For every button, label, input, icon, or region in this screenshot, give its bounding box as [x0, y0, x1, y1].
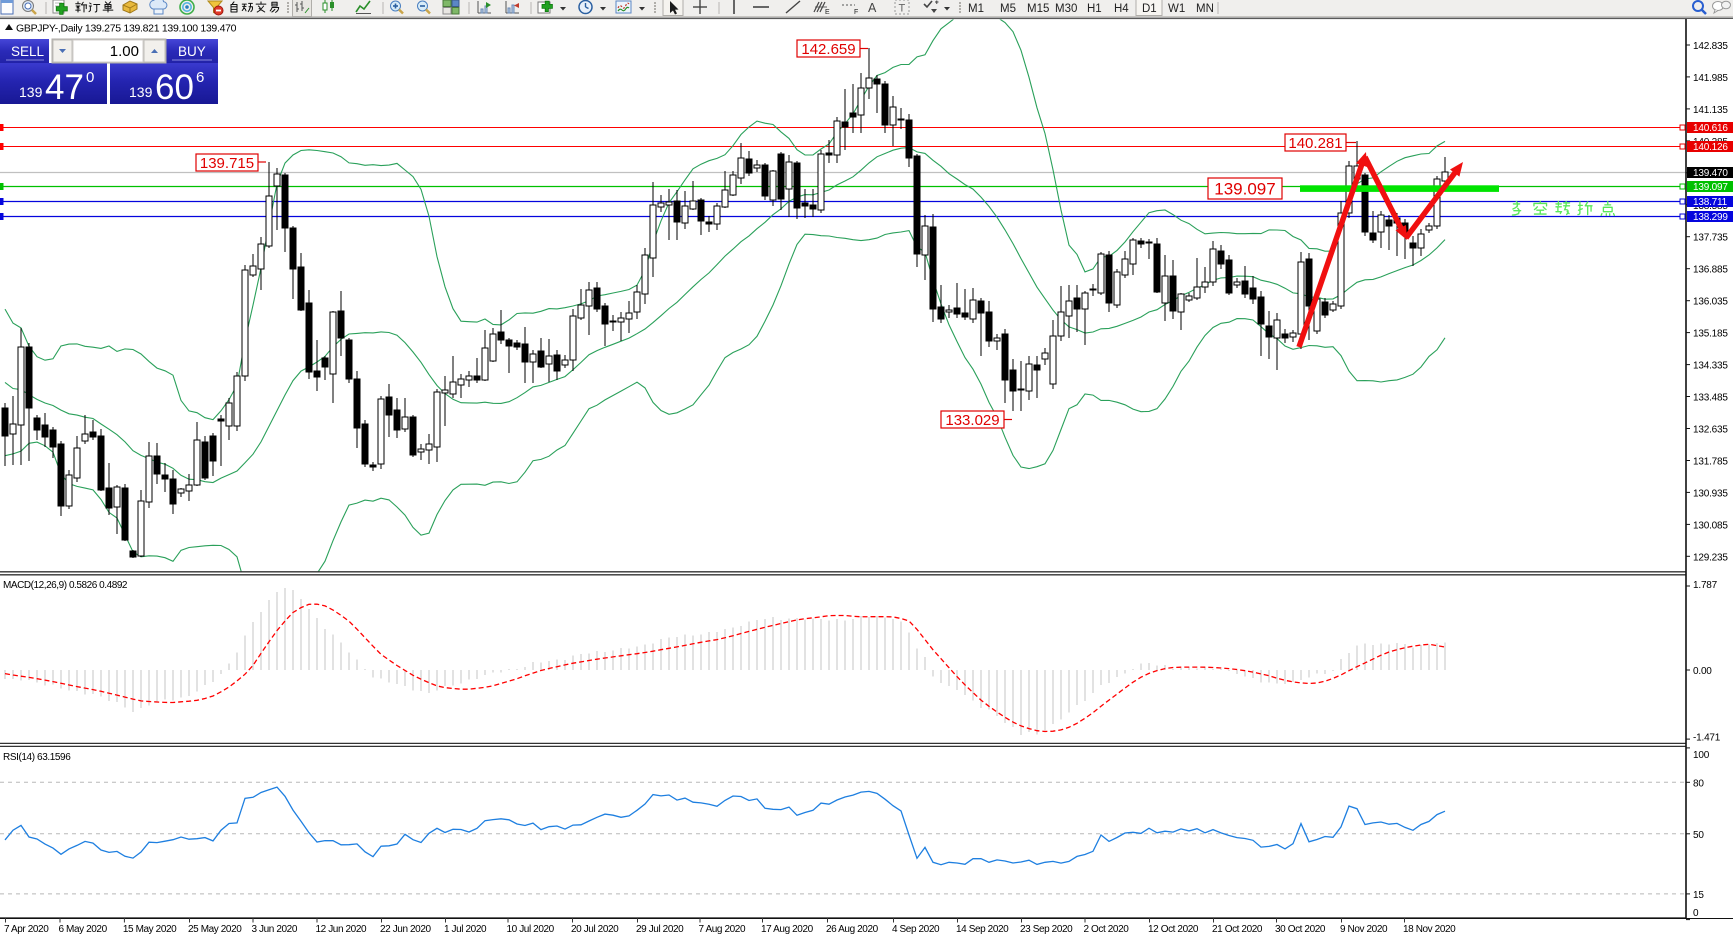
svg-text:22 Jun 2020: 22 Jun 2020 — [380, 924, 431, 935]
svg-text:139: 139 — [129, 84, 153, 100]
svg-text:138.711: 138.711 — [1693, 197, 1728, 208]
svg-text:30 Oct 2020: 30 Oct 2020 — [1275, 924, 1326, 935]
svg-text:134.335: 134.335 — [1693, 361, 1728, 372]
svg-text:141.135: 141.135 — [1693, 105, 1728, 116]
svg-text:141.985: 141.985 — [1693, 73, 1728, 84]
svg-text:29 Jul 2020: 29 Jul 2020 — [636, 924, 684, 935]
svg-text:139.470: 139.470 — [1693, 168, 1728, 179]
svg-text:M1: M1 — [968, 3, 984, 15]
svg-text:-1.471: -1.471 — [1693, 733, 1721, 744]
svg-text:47: 47 — [45, 68, 84, 107]
svg-text:14 Sep 2020: 14 Sep 2020 — [956, 924, 1009, 935]
svg-text:12 Jun 2020: 12 Jun 2020 — [316, 924, 367, 935]
svg-text:138.299: 138.299 — [1693, 212, 1728, 223]
svg-text:136.885: 136.885 — [1693, 265, 1728, 276]
svg-text:7 Apr 2020: 7 Apr 2020 — [4, 924, 49, 935]
svg-text:H1: H1 — [1087, 3, 1102, 15]
svg-text:80: 80 — [1693, 778, 1704, 789]
svg-text:10 Jul 2020: 10 Jul 2020 — [507, 924, 555, 935]
svg-text:25 May 2020: 25 May 2020 — [188, 924, 242, 935]
svg-text:3 Jun 2020: 3 Jun 2020 — [252, 924, 298, 935]
svg-text:15 May 2020: 15 May 2020 — [123, 924, 177, 935]
svg-text:F: F — [854, 9, 858, 16]
svg-text:7 Aug 2020: 7 Aug 2020 — [699, 924, 746, 935]
svg-text:6: 6 — [196, 69, 204, 86]
svg-text:0: 0 — [86, 69, 94, 86]
svg-text:18 Nov 2020: 18 Nov 2020 — [1403, 924, 1456, 935]
svg-text:SELL: SELL — [11, 44, 45, 59]
svg-text:139: 139 — [19, 84, 43, 100]
svg-text:130.085: 130.085 — [1693, 520, 1728, 531]
svg-text:MN: MN — [1196, 3, 1214, 15]
svg-text:139.097: 139.097 — [1214, 180, 1275, 199]
svg-text:0.00: 0.00 — [1693, 666, 1712, 677]
svg-text:1.787: 1.787 — [1693, 580, 1718, 591]
svg-text:1.00: 1.00 — [110, 43, 139, 60]
svg-text:D1: D1 — [1142, 3, 1157, 15]
svg-text:9 Nov 2020: 9 Nov 2020 — [1340, 924, 1388, 935]
svg-text:E: E — [825, 9, 830, 16]
svg-text:140.616: 140.616 — [1693, 123, 1728, 134]
svg-text:A: A — [868, 1, 877, 15]
svg-text:2 Oct 2020: 2 Oct 2020 — [1084, 924, 1130, 935]
svg-text:142.659: 142.659 — [801, 41, 855, 58]
svg-text:100: 100 — [1693, 750, 1710, 761]
svg-text:GBPJPY-,Daily 139.275 139.821: GBPJPY-,Daily 139.275 139.821 139.100 13… — [16, 23, 237, 35]
svg-text:139.715: 139.715 — [200, 155, 254, 172]
svg-text:M30: M30 — [1055, 3, 1077, 15]
svg-text:131.785: 131.785 — [1693, 457, 1728, 468]
svg-text:4 Sep 2020: 4 Sep 2020 — [892, 924, 940, 935]
svg-text:RSI(14) 63.1596: RSI(14) 63.1596 — [3, 752, 71, 763]
svg-text:132.635: 132.635 — [1693, 425, 1728, 436]
svg-text:W1: W1 — [1168, 3, 1185, 15]
svg-text:1 Jul 2020: 1 Jul 2020 — [444, 924, 487, 935]
svg-text:21 Oct 2020: 21 Oct 2020 — [1212, 924, 1263, 935]
svg-text:136.035: 136.035 — [1693, 297, 1728, 308]
svg-text:12 Oct 2020: 12 Oct 2020 — [1148, 924, 1199, 935]
svg-text:140.281: 140.281 — [1288, 135, 1342, 152]
svg-text:50: 50 — [1693, 830, 1704, 841]
svg-text:15: 15 — [1693, 890, 1704, 901]
svg-text:140.126: 140.126 — [1693, 142, 1728, 153]
svg-text:0: 0 — [1693, 908, 1699, 919]
svg-text:MACD(12,26,9) 0.5826 0.4892: MACD(12,26,9) 0.5826 0.4892 — [3, 580, 128, 591]
svg-text:23 Sep 2020: 23 Sep 2020 — [1020, 924, 1073, 935]
svg-text:BUY: BUY — [178, 44, 206, 59]
svg-text:133.485: 133.485 — [1693, 393, 1728, 404]
svg-text:20 Jul 2020: 20 Jul 2020 — [571, 924, 619, 935]
svg-text:26 Aug 2020: 26 Aug 2020 — [826, 924, 879, 935]
svg-text:142.835: 142.835 — [1693, 41, 1728, 52]
svg-text:M5: M5 — [1000, 3, 1016, 15]
svg-text:130.935: 130.935 — [1693, 488, 1728, 499]
svg-text:60: 60 — [155, 68, 194, 107]
svg-text:137.735: 137.735 — [1693, 233, 1728, 244]
svg-text:17 Aug 2020: 17 Aug 2020 — [761, 924, 814, 935]
svg-text:135.185: 135.185 — [1693, 329, 1728, 340]
svg-text:133.029: 133.029 — [945, 412, 999, 429]
svg-text:139.097: 139.097 — [1693, 182, 1728, 193]
svg-text:H4: H4 — [1114, 3, 1129, 15]
svg-text:6 May 2020: 6 May 2020 — [59, 924, 108, 935]
svg-text:129.235: 129.235 — [1693, 552, 1728, 563]
svg-text:T: T — [899, 3, 906, 15]
svg-text:M15: M15 — [1027, 3, 1049, 15]
